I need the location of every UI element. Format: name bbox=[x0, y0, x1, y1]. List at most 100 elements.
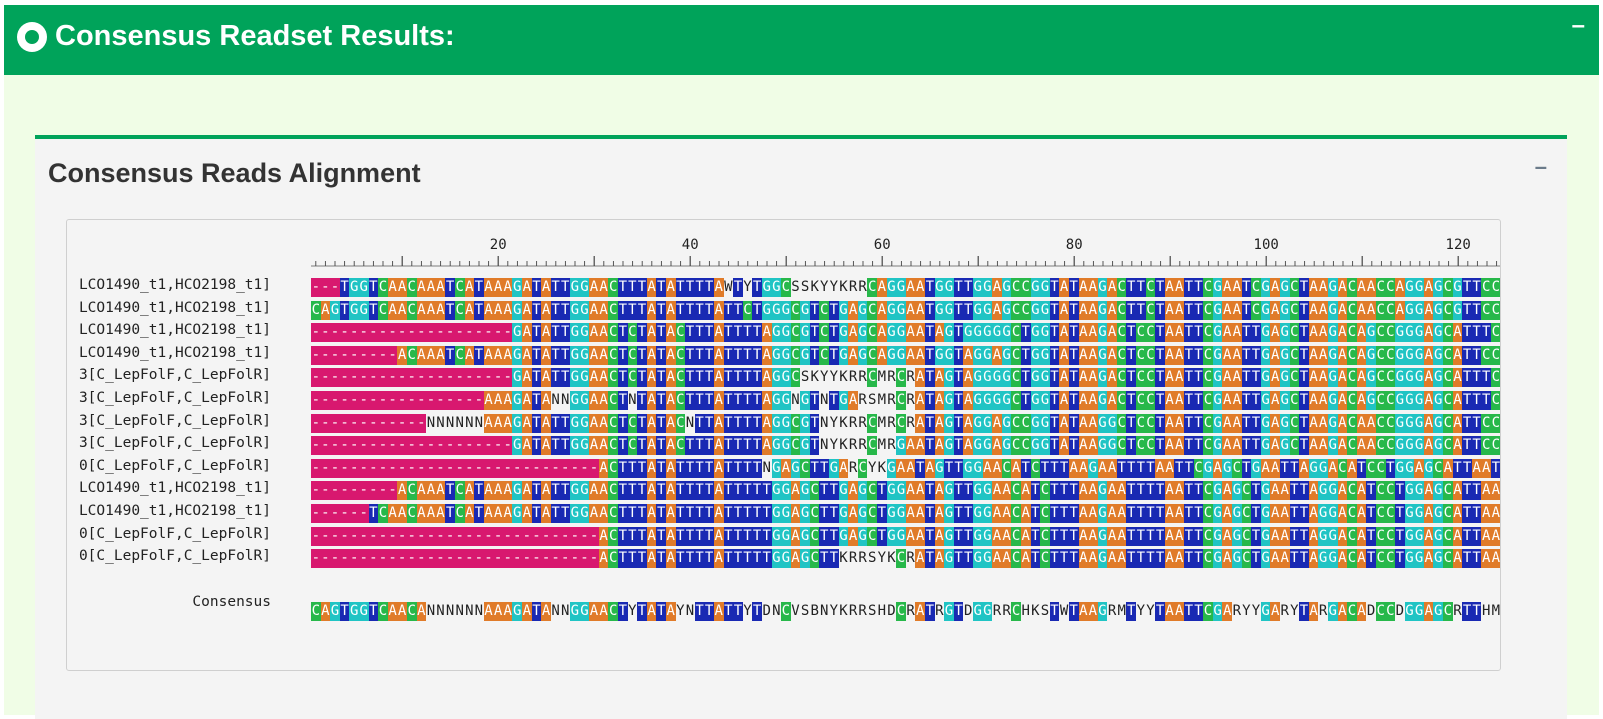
base-cell: T bbox=[1184, 368, 1194, 388]
base-cell: C bbox=[1443, 504, 1453, 523]
sequence-row[interactable]: ---------------------GATATTGGAACTCTATACT… bbox=[311, 436, 1500, 456]
sequence-row[interactable]: ------------------------------ACTTTATATT… bbox=[311, 526, 1500, 546]
base-cell: T bbox=[742, 458, 753, 478]
base-cell: T bbox=[752, 368, 762, 388]
base-cell: C bbox=[675, 323, 686, 343]
base-cell: G bbox=[972, 391, 983, 410]
base-cell: R bbox=[858, 279, 867, 295]
base-cell: A bbox=[1452, 504, 1463, 523]
sequence-row[interactable]: CAGTGGTCAACAAATCATAAAGATATTGGAACTTTATATT… bbox=[311, 300, 1500, 320]
sequence-row[interactable]: ------------------------------ACTTTATATT… bbox=[311, 458, 1500, 478]
sequence-row[interactable]: ---------------------GATATTGGAACTCTATACT… bbox=[311, 368, 1500, 388]
base-cell: C bbox=[867, 504, 878, 523]
base-cell: T bbox=[819, 549, 830, 569]
base-cell: T bbox=[733, 602, 743, 621]
sequence-row[interactable]: ------------------AAAGATANNGGAACTNTATACT… bbox=[311, 391, 1500, 410]
base-cell: G bbox=[1260, 413, 1271, 433]
base-cell: T bbox=[1068, 323, 1079, 343]
base-cell: G bbox=[1414, 549, 1424, 569]
sequence-row[interactable]: ------------------------------ACTTTATATT… bbox=[311, 549, 1500, 569]
base-cell: - bbox=[397, 413, 407, 433]
base-cell: T bbox=[685, 436, 695, 456]
base-cell: G bbox=[1030, 300, 1041, 320]
collapse-alignment-button[interactable]: – bbox=[1534, 154, 1547, 179]
base-cell: C bbox=[627, 323, 638, 343]
base-cell: C bbox=[1347, 549, 1357, 569]
alignment-viewer[interactable]: 20 40 60 80 100 120 LCO1490_t1,HCO2198_t1] LCO… bbox=[66, 219, 1501, 671]
base-cell: G bbox=[1232, 504, 1242, 523]
base-cell: G bbox=[771, 345, 782, 365]
ruler-tick-label: 120 bbox=[1446, 237, 1471, 253]
base-cell: A bbox=[1356, 413, 1367, 433]
base-cell: A bbox=[1308, 368, 1319, 388]
base-cell: G bbox=[1414, 526, 1424, 546]
base-cell: - bbox=[397, 436, 407, 456]
base-cell: A bbox=[1059, 391, 1069, 410]
base-cell: A bbox=[1491, 549, 1500, 569]
base-cell: G bbox=[972, 436, 983, 456]
base-cell: A bbox=[387, 278, 398, 297]
base-cell: A bbox=[1174, 368, 1185, 388]
base-cell: G bbox=[330, 300, 340, 320]
base-cell: A bbox=[502, 504, 513, 523]
sequence-row[interactable]: ---------------------GATATTGGAACTCTATACT… bbox=[311, 323, 1500, 343]
base-cell: C bbox=[1443, 602, 1453, 621]
base-cell: A bbox=[541, 368, 551, 388]
base-cell: G bbox=[1327, 323, 1338, 343]
base-cell: - bbox=[311, 278, 321, 297]
base-cell: G bbox=[579, 436, 590, 456]
base-cell: G bbox=[1404, 300, 1415, 320]
sequence-row[interactable]: ------------NNNNNNAAAGATATTGGAACTCTATACN… bbox=[311, 413, 1500, 433]
base-cell: G bbox=[1414, 436, 1424, 456]
base-cell: T bbox=[733, 549, 743, 569]
base-cell: C bbox=[1011, 481, 1021, 501]
base-cell: R bbox=[858, 603, 867, 619]
base-cell: T bbox=[1059, 458, 1069, 478]
base-cell: T bbox=[685, 323, 695, 343]
base-cell: T bbox=[1251, 413, 1261, 433]
base-cell: T bbox=[368, 602, 379, 621]
base-cell: A bbox=[416, 278, 427, 297]
sequence-row[interactable]: ------TCAACAAATCATAAAGATATTGGAACTTTATATT… bbox=[311, 504, 1500, 523]
base-cell: - bbox=[397, 549, 407, 569]
base-cell: C bbox=[1443, 436, 1453, 456]
results-panel-header[interactable]: Consensus Readset Results: – bbox=[4, 5, 1599, 75]
base-cell: T bbox=[627, 458, 638, 478]
sequence-row[interactable]: ---------ACAAATCATAAAGATATTGGAACTTTATATT… bbox=[311, 481, 1500, 501]
base-cell: T bbox=[953, 458, 964, 478]
sequence-row[interactable]: ---------ACAAATCATAAAGATATTGGAACTCTATACT… bbox=[311, 345, 1500, 365]
base-cell: S bbox=[868, 550, 877, 567]
base-cell: G bbox=[1040, 391, 1050, 410]
base-cell: C bbox=[608, 526, 618, 546]
base-cell: A bbox=[992, 549, 1002, 569]
base-cell: A bbox=[1356, 345, 1367, 365]
base-cell: C bbox=[1145, 368, 1156, 388]
base-cell: A bbox=[1078, 323, 1089, 343]
base-cell: T bbox=[1491, 458, 1500, 478]
base-cell: T bbox=[752, 458, 762, 478]
consensus-sequence-row[interactable]: CAGTGGTCAACANNNNNNAAAGATANNGGAACTYTATAYN… bbox=[311, 602, 1500, 621]
base-cell: R bbox=[935, 603, 944, 619]
base-cell: A bbox=[1107, 345, 1117, 365]
base-cell: - bbox=[579, 549, 590, 569]
base-cell: - bbox=[339, 413, 350, 433]
base-cell: C bbox=[1011, 278, 1021, 297]
base-cell: G bbox=[579, 323, 590, 343]
base-cell: C bbox=[1289, 391, 1300, 410]
sequence-label: LCO1490_t1,HCO2198_t1] bbox=[67, 274, 271, 297]
base-cell: G bbox=[1414, 481, 1424, 501]
base-cell: - bbox=[406, 413, 417, 433]
collapse-results-button[interactable]: – bbox=[1571, 12, 1585, 39]
base-cell: A bbox=[1088, 345, 1098, 365]
base-cell: A bbox=[1308, 391, 1319, 410]
base-cell: T bbox=[694, 481, 705, 501]
base-cell: C bbox=[1116, 391, 1127, 410]
base-cell: - bbox=[349, 504, 359, 523]
base-cell: S bbox=[800, 603, 810, 619]
sequence-row[interactable]: ---TGGTCAACAAATCATAAAGATATTGGAACTTTATATT… bbox=[311, 278, 1500, 297]
base-cell: A bbox=[502, 391, 513, 410]
base-cell: A bbox=[541, 300, 551, 320]
base-cell: T bbox=[637, 504, 647, 523]
base-cell: T bbox=[723, 526, 734, 546]
base-cell: T bbox=[809, 323, 820, 343]
